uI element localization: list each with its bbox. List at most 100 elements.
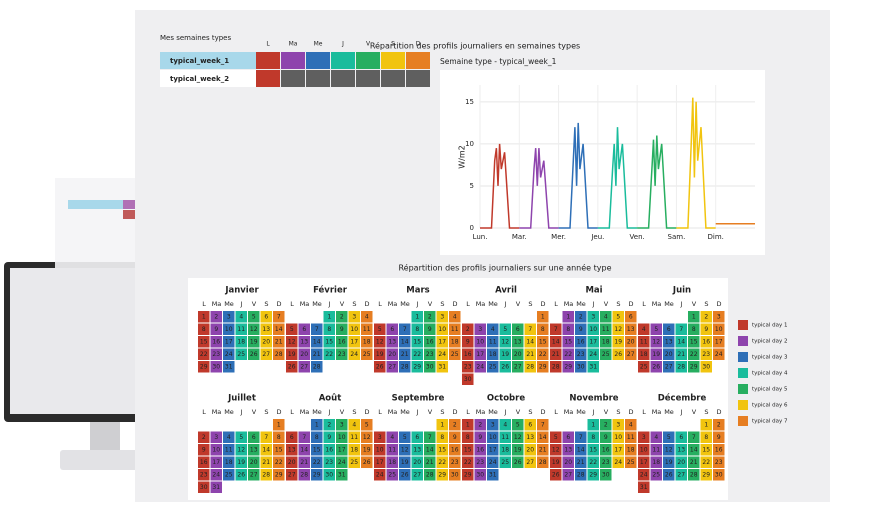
day-number: 18 [225,459,233,466]
day-number: 4 [390,434,394,441]
x-tick-label: Sam. [668,233,686,241]
month-name: Juillet [227,394,256,404]
day-number: 13 [677,447,685,454]
day-cell [625,456,637,468]
day-number: 25 [225,472,233,479]
week-cell [306,52,330,69]
day-cell [286,361,298,373]
day-cell [638,456,650,468]
day-number: 3 [616,422,620,429]
day-number: 10 [225,326,233,333]
weekday: V [692,300,697,308]
day-number: 26 [237,472,245,479]
day-cell [600,419,612,431]
day-number: 13 [564,447,572,454]
day-cell [462,336,474,348]
legend-swatch [738,384,748,394]
day-cell [600,469,612,481]
day-cell [650,323,662,335]
day-number: 30 [715,472,723,479]
day-number: 20 [413,459,421,466]
day-cell [663,336,675,348]
day-cell [235,444,247,456]
day-number: 21 [275,339,283,346]
day-number: 20 [250,459,258,466]
week-cell [306,70,330,87]
day-cell [311,361,323,373]
weekday: S [352,408,356,416]
day-cell [600,431,612,443]
day-number: 13 [514,339,522,346]
day-number: 14 [539,434,547,441]
day-number: 8 [315,434,319,441]
day-number: 5 [239,434,243,441]
day-number: 31 [438,364,446,371]
day-number: 6 [679,434,683,441]
day-number: 10 [640,447,648,454]
day-cell [625,311,637,323]
day-cell [612,419,624,431]
day-number: 20 [526,447,534,454]
day-cell [663,456,675,468]
day-cell [713,456,725,468]
day-number: 21 [300,459,308,466]
day-number: 15 [200,339,208,346]
day-number: 2 [327,422,331,429]
day-cell [411,361,423,373]
day-number: 1 [591,422,595,429]
line [597,127,638,229]
day-number: 8 [541,326,545,333]
day-cell [424,323,436,335]
day-number: 25 [489,364,497,371]
day-number: 17 [225,339,233,346]
day-cell [512,348,524,360]
day-number: 29 [313,472,321,479]
day-number: 21 [577,459,585,466]
day-number: 12 [237,447,245,454]
day-number: 13 [526,434,534,441]
weekday: L [290,300,294,308]
weekday: V [604,408,609,416]
day-number: 25 [350,459,358,466]
day-number: 15 [325,339,333,346]
month-name: Novembre [569,394,618,404]
day-cell [600,323,612,335]
week-cell [281,70,305,87]
day-cell [399,323,411,335]
day-cell [198,456,210,468]
day-cell [524,348,536,360]
day-cell [663,348,675,360]
day-number: 16 [702,339,710,346]
day-cell [550,469,562,481]
day-number: 10 [376,447,384,454]
table-header: V [366,41,371,48]
day-cell [612,311,624,323]
day-cell [210,444,222,456]
day-number: 4 [604,314,608,321]
day-cell [474,444,486,456]
day-cell [675,431,687,443]
day-cell [348,456,360,468]
day-number: 23 [426,351,434,358]
day-number: 16 [602,447,610,454]
weekday: L [466,300,470,308]
day-number: 8 [440,434,444,441]
day-number: 13 [388,339,396,346]
day-cell [700,419,712,431]
day-number: 11 [652,447,660,454]
day-cell [436,323,448,335]
day-cell [424,444,436,456]
day-cell [512,419,524,431]
day-cell [638,336,650,348]
day-number: 28 [526,364,534,371]
day-cell [688,444,700,456]
day-number: 31 [338,472,346,479]
day-cell [650,444,662,456]
day-cell [474,456,486,468]
day-number: 9 [214,326,218,333]
row-name: typical_week_2 [170,75,229,83]
day-cell [487,419,499,431]
day-number: 8 [704,434,708,441]
day-cell [713,469,725,481]
day-cell [361,323,373,335]
